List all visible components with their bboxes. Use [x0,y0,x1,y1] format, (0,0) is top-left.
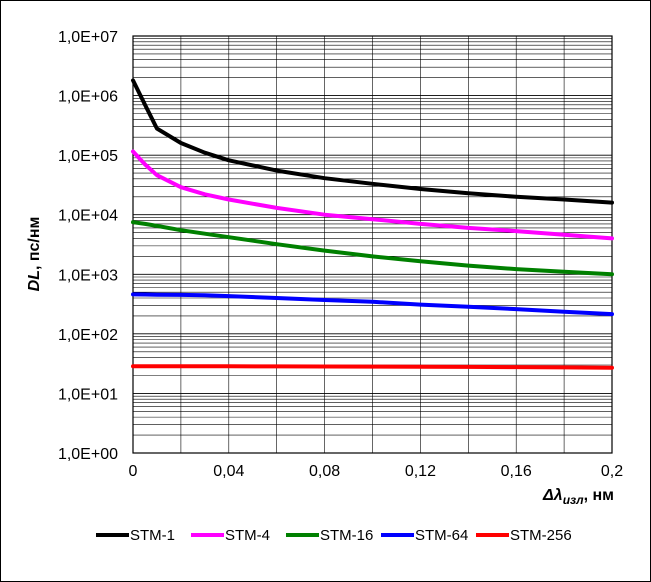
y-tick-label: 1,0E+01 [58,386,118,403]
y-tick-label: 1,0E+04 [58,208,118,225]
grid [132,36,613,454]
series-line-stm-256 [131,364,614,370]
series-line-stm-16 [131,220,614,277]
x-tick-labels: 0 0,04 0,08 0,12 0,16 0,2 [129,463,624,480]
legend: STM-1 STM-4 STM-16 STM-64 STM-256 [96,527,572,544]
legend-label: STM-64 [415,527,468,544]
y-tick-label: 1,0E+07 [58,29,118,46]
x-tick-label: 0,16 [501,463,532,480]
legend-label: STM-256 [510,527,572,544]
legend-label: STM-4 [225,527,270,544]
y-tick-label: 1,0E+03 [58,267,118,284]
legend-label: STM-16 [320,527,373,544]
x-axis-label: Δλизл, нм [542,487,614,507]
y-axis-label: DL, пс/нм [26,217,43,292]
y-tick-label: 1,0E+05 [58,148,118,165]
series-line-stm-1 [131,78,614,205]
plot-area [132,35,613,454]
series-line-stm-64 [131,292,614,317]
legend-label: STM-1 [130,527,175,544]
series-group [131,78,614,370]
x-tick-label: 0,08 [309,463,340,480]
x-tick-label: 0,04 [213,463,244,480]
x-tick-label: 0,2 [601,463,623,480]
series-line-stm-4 [131,149,614,241]
y-tick-label: 1,0E+02 [58,327,118,344]
x-tick-label: 0,12 [405,463,436,480]
x-tick-label: 0 [129,463,138,480]
y-tick-label: 1,0E+06 [58,89,118,106]
y-tick-label: 1,0E+00 [58,446,118,463]
y-tick-labels: 1,0E+00 1,0E+01 1,0E+02 1,0E+03 1,0E+04 1,0E+… [58,29,118,463]
